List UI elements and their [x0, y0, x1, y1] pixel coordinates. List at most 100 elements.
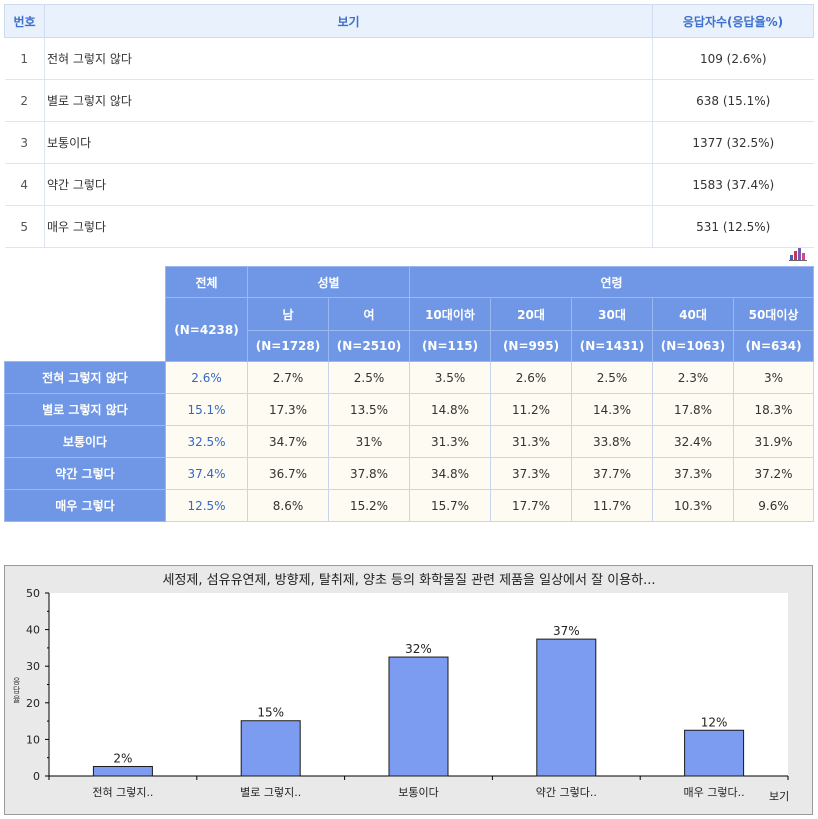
- row-result: 531 (12.5%): [652, 205, 814, 248]
- row-number: 2: [4, 79, 45, 122]
- row-number: 1: [4, 37, 45, 80]
- table-cell: 31.3%: [490, 425, 572, 458]
- y-tick-label: 50: [26, 587, 40, 600]
- table-cell: 15.2%: [328, 489, 410, 522]
- table-cell: 14.3%: [571, 393, 653, 426]
- row-number: 4: [4, 163, 45, 206]
- total-cell: 37.4%: [165, 457, 248, 490]
- table-cell: 8.6%: [247, 489, 329, 522]
- table-cell: 34.7%: [247, 425, 329, 458]
- bar-data-label: 37%: [553, 624, 580, 638]
- group-label-50s: 50대이상: [732, 297, 815, 331]
- corner-blank: [4, 266, 166, 362]
- table-cell: 18.3%: [732, 393, 815, 426]
- table-cell: 13.5%: [328, 393, 410, 426]
- bar-data-label: 12%: [701, 715, 728, 729]
- table-cell: 2.3%: [652, 361, 734, 394]
- group-label-female: 여: [328, 297, 410, 331]
- group-n-20s: (N=995): [490, 330, 572, 362]
- table-cell: 11.2%: [490, 393, 572, 426]
- total-cell: 2.6%: [165, 361, 248, 394]
- total-header: 전체: [165, 266, 248, 298]
- chart-canvas: 세정제, 섬유유연제, 방향제, 탈취제, 양초 등의 화학물질 관련 제품을 …: [13, 573, 789, 803]
- table-cell: 3.5%: [409, 361, 491, 394]
- row-option: 보통이다: [44, 121, 653, 164]
- table-cell: 34.8%: [409, 457, 491, 490]
- total-cell: 12.5%: [165, 489, 248, 522]
- row-result: 1583 (37.4%): [652, 163, 814, 206]
- cross-tab-table: 전체 성별 연령 (N=4238) 남 여 10대이하 20대 30대 40대 …: [4, 266, 815, 522]
- row-label: 매우 그렇다: [4, 489, 166, 522]
- y-tick-label: 10: [26, 733, 40, 746]
- table-cell: 2.6%: [490, 361, 572, 394]
- row-label: 별로 그렇지 않다: [4, 393, 166, 426]
- table-cell: 37.2%: [732, 457, 815, 490]
- table-row: 보통이다 32.5% 34.7% 31% 31.3% 31.3% 33.8% 32.4% 31.…: [4, 425, 815, 458]
- table-cell: 17.7%: [490, 489, 572, 522]
- table-cell: 3%: [732, 361, 815, 394]
- total-cell: 32.5%: [165, 425, 248, 458]
- table-row: 5 매우 그렇다 531 (12.5%): [4, 205, 814, 248]
- row-option: 전혀 그렇지 않다: [44, 37, 653, 80]
- header-result: 응답자수(응답율%): [652, 4, 814, 38]
- row-number: 3: [4, 121, 45, 164]
- header-option: 보기: [44, 4, 653, 38]
- group-label-30s: 30대: [571, 297, 653, 331]
- bar-data-label: 32%: [405, 642, 432, 656]
- header-number: 번호: [4, 4, 45, 38]
- bar-data-label: 2%: [113, 751, 132, 765]
- row-result: 109 (2.6%): [652, 37, 814, 80]
- table-row: 3 보통이다 1377 (32.5%): [4, 121, 814, 164]
- response-summary-table: 번호 보기 응답자수(응답율%) 1 전혀 그렇지 않다 109 (2.6%) …: [4, 4, 814, 248]
- y-tick-label: 0: [33, 770, 40, 783]
- table-cell: 37.3%: [652, 457, 734, 490]
- bar-data-label: 15%: [257, 706, 284, 720]
- table-row: 전혀 그렇지 않다 2.6% 2.7% 2.5% 3.5% 2.6% 2.5% 2.3% 3%: [4, 361, 815, 394]
- group-label-male: 남: [247, 297, 329, 331]
- response-bar-chart: 세정제, 섬유유연제, 방향제, 탈취제, 양초 등의 화학물질 관련 제품을 …: [4, 565, 813, 815]
- row-label: 전혀 그렇지 않다: [4, 361, 166, 394]
- x-category-label: 보통이다: [398, 786, 438, 799]
- gender-header: 성별: [247, 266, 410, 298]
- row-label: 약간 그렇다: [4, 457, 166, 490]
- row-option: 매우 그렇다: [44, 205, 653, 248]
- y-tick-label: 20: [26, 697, 40, 710]
- table-cell: 36.7%: [247, 457, 329, 490]
- row-option: 약간 그렇다: [44, 163, 653, 206]
- table-cell: 9.6%: [732, 489, 815, 522]
- y-axis-label: 응 답 율: [13, 677, 23, 704]
- table-cell: 17.3%: [247, 393, 329, 426]
- age-header: 연령: [408, 266, 815, 298]
- table-cell: 11.7%: [571, 489, 653, 522]
- table-cell: 37.7%: [571, 457, 653, 490]
- table-row: 약간 그렇다 37.4% 36.7% 37.8% 34.8% 37.3% 37.7% 37.3…: [4, 457, 815, 490]
- group-n-teens: (N=115): [409, 330, 491, 362]
- x-axis-label: 보기: [769, 790, 789, 803]
- y-tick-label: 40: [26, 624, 40, 637]
- row-option: 별로 그렇지 않다: [44, 79, 653, 122]
- total-cell: 15.1%: [165, 393, 248, 426]
- table-cell: 33.8%: [571, 425, 653, 458]
- table-cell: 31%: [328, 425, 410, 458]
- table-row: 1 전혀 그렇지 않다 109 (2.6%): [4, 37, 814, 80]
- table-row: 2 별로 그렇지 않다 638 (15.1%): [4, 79, 814, 122]
- group-n-50s: (N=634): [732, 330, 815, 362]
- row-label: 보통이다: [4, 425, 166, 458]
- bar: [536, 638, 597, 777]
- group-n-male: (N=1728): [247, 330, 329, 362]
- x-category-label: 전혀 그렇지..: [92, 786, 153, 799]
- table-cell: 2.7%: [247, 361, 329, 394]
- row-result: 1377 (32.5%): [652, 121, 814, 164]
- x-category-label: 별로 그렇지..: [240, 786, 301, 799]
- bar-chart-icon[interactable]: [789, 247, 807, 261]
- row-result: 638 (15.1%): [652, 79, 814, 122]
- table-cell: 31.3%: [409, 425, 491, 458]
- bar: [92, 765, 153, 777]
- group-n-female: (N=2510): [328, 330, 410, 362]
- table-cell: 14.8%: [409, 393, 491, 426]
- bar: [388, 656, 449, 777]
- table-cell: 2.5%: [571, 361, 653, 394]
- table-cell: 32.4%: [652, 425, 734, 458]
- table-cell: 2.5%: [328, 361, 410, 394]
- chart-title: 세정제, 섬유유연제, 방향제, 탈취제, 양초 등의 화학물질 관련 제품을 …: [163, 573, 656, 588]
